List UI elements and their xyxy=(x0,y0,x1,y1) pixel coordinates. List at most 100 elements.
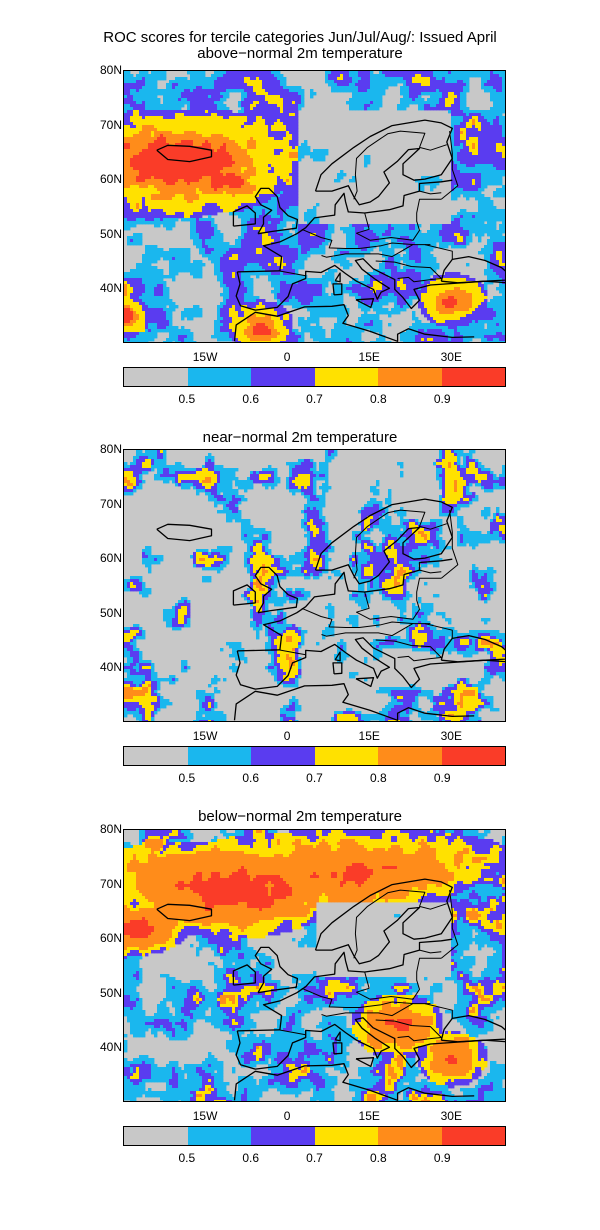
coastline xyxy=(355,298,375,309)
coastline xyxy=(332,662,343,675)
coastline xyxy=(254,946,299,994)
coastline xyxy=(232,584,256,606)
colorbar-segment xyxy=(314,1127,378,1145)
coastline xyxy=(235,1017,505,1070)
coastline xyxy=(332,1042,343,1055)
latitude-label: 60N xyxy=(100,932,122,944)
colorbar-segment xyxy=(187,1127,251,1145)
latitude-label: 70N xyxy=(100,878,122,890)
colorbar-label: 0.8 xyxy=(370,772,387,784)
colorbar-label: 0.5 xyxy=(178,393,195,405)
colorbar-label: 0.8 xyxy=(370,393,387,405)
longitude-label: 15E xyxy=(359,1110,380,1122)
latitude-label: 50N xyxy=(100,607,122,619)
country-border xyxy=(419,569,442,574)
figure-title: ROC scores for tercile categories Jun/Ju… xyxy=(0,30,600,46)
coastline xyxy=(237,938,453,1032)
colorbar-label: 0.8 xyxy=(370,1152,387,1164)
longitude-label: 15W xyxy=(193,1110,218,1122)
coastline xyxy=(332,283,343,296)
country-border xyxy=(356,198,442,241)
coastline xyxy=(237,179,453,273)
country-border xyxy=(356,957,442,1000)
country-border xyxy=(278,1029,306,1036)
coastline xyxy=(440,1014,505,1043)
country-border xyxy=(424,623,453,639)
coastline xyxy=(254,566,299,614)
coastline xyxy=(237,558,453,652)
country-border xyxy=(440,131,459,200)
longitude-label: 15W xyxy=(193,351,218,363)
roc-score-map xyxy=(123,70,506,343)
colorbar-segment xyxy=(251,747,315,765)
country-border xyxy=(278,649,306,656)
coastline xyxy=(233,304,475,342)
longitude-label: 30E xyxy=(441,730,462,742)
longitude-label: 15E xyxy=(359,351,380,363)
colorbar-label: 0.6 xyxy=(242,1152,259,1164)
longitude-label: 0 xyxy=(284,351,291,363)
longitude-label: 0 xyxy=(284,1110,291,1122)
coastline xyxy=(233,1063,475,1101)
colorbar-segment xyxy=(124,747,188,765)
colorbar-segment xyxy=(314,368,378,386)
latitude-label: 40N xyxy=(100,1041,122,1053)
coastline xyxy=(156,903,213,922)
coastline xyxy=(334,272,341,283)
country-border xyxy=(424,244,453,260)
country-border xyxy=(321,623,414,637)
longitude-label: 15W xyxy=(193,730,218,742)
colorbar-label: 0.5 xyxy=(178,1152,195,1164)
latitude-label: 80N xyxy=(100,443,122,455)
country-border xyxy=(353,509,447,579)
colorbar-segment xyxy=(378,1127,442,1145)
colorbar-segment xyxy=(378,747,442,765)
latitude-label: 60N xyxy=(100,173,122,185)
coastline xyxy=(156,144,213,163)
longitude-label: 0 xyxy=(284,730,291,742)
country-border xyxy=(321,244,414,258)
colorbar-segment xyxy=(187,747,251,765)
colorbar-segment xyxy=(251,368,315,386)
colorbar-segment xyxy=(124,368,188,386)
country-border xyxy=(301,987,431,1008)
country-border xyxy=(440,890,459,959)
latitude-label: 80N xyxy=(100,823,122,835)
country-border xyxy=(375,1019,442,1042)
country-border xyxy=(353,889,447,959)
panel-subtitle: near−normal 2m temperature xyxy=(0,430,600,446)
longitude-label: 30E xyxy=(441,351,462,363)
country-border xyxy=(419,949,442,954)
coastline xyxy=(355,1057,375,1068)
colorbar-segment xyxy=(314,747,378,765)
coastline xyxy=(334,651,341,662)
colorbar xyxy=(123,746,506,766)
coastline xyxy=(314,498,453,585)
colorbar-segment xyxy=(441,368,505,386)
coastline xyxy=(232,205,256,227)
country-border xyxy=(278,270,306,277)
coastline xyxy=(440,255,505,284)
colorbar-label: 0.9 xyxy=(434,393,451,405)
latitude-label: 40N xyxy=(100,661,122,673)
colorbar-segment xyxy=(187,368,251,386)
longitude-label: 15E xyxy=(359,730,380,742)
colorbar-label: 0.7 xyxy=(306,393,323,405)
coastline xyxy=(314,878,453,965)
country-border xyxy=(375,260,442,283)
coastline xyxy=(232,964,256,986)
map-canvas xyxy=(124,71,505,342)
latitude-label: 70N xyxy=(100,498,122,510)
country-border xyxy=(419,190,442,195)
colorbar-label: 0.9 xyxy=(434,772,451,784)
latitude-label: 80N xyxy=(100,64,122,76)
colorbar-label: 0.7 xyxy=(306,1152,323,1164)
coastline xyxy=(254,187,299,235)
coastline xyxy=(156,523,213,542)
colorbar-label: 0.7 xyxy=(306,772,323,784)
latitude-label: 70N xyxy=(100,119,122,131)
coastline xyxy=(314,119,453,206)
colorbar-segment xyxy=(441,1127,505,1145)
roc-score-map xyxy=(123,829,506,1102)
coastline xyxy=(233,683,475,721)
